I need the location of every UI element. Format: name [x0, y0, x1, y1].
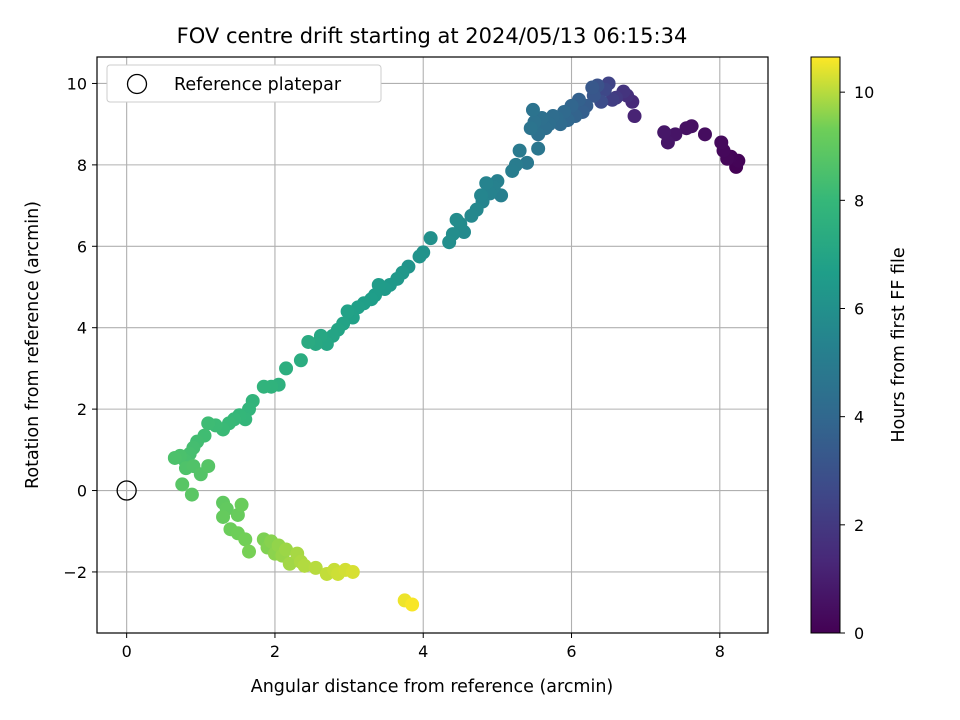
- colorbar-tick-label: 4: [854, 408, 864, 427]
- data-point: [679, 121, 694, 136]
- data-point: [175, 477, 190, 492]
- legend: Reference platepar: [106, 64, 382, 103]
- data-point: [405, 597, 420, 612]
- data-point: [657, 125, 672, 140]
- data-point: [184, 487, 199, 502]
- plot-area: 0 2 4 6 8 −2 0 2 4 6 8 10: [63, 56, 769, 661]
- data-point: [525, 102, 540, 117]
- colorbar-tick-label: 8: [854, 191, 864, 210]
- reference-point: [116, 480, 137, 501]
- legend-box: [106, 64, 382, 103]
- x-tick-label: 0: [122, 642, 132, 661]
- data-point: [301, 334, 316, 349]
- y-axis-label: Rotation from reference (arcmin): [23, 201, 43, 489]
- data-point: [627, 109, 642, 124]
- y-tick-label: 4: [77, 319, 87, 338]
- x-axis-ticks: 0 2 4 6 8: [122, 633, 725, 661]
- colorbar-label: Hours from first FF file: [889, 247, 909, 442]
- data-point: [512, 143, 527, 158]
- data-point: [714, 135, 729, 150]
- data-point: [201, 459, 216, 474]
- y-axis-ticks: −2 0 2 4 6 8 10: [63, 74, 97, 582]
- y-tick-label: 8: [77, 156, 87, 175]
- data-point: [234, 497, 249, 512]
- data-point: [167, 450, 182, 465]
- data-point: [238, 532, 253, 547]
- data-point: [282, 556, 297, 571]
- y-tick-label: 2: [77, 400, 87, 419]
- colorbar-tick-label: 2: [854, 516, 864, 535]
- data-point: [279, 542, 294, 557]
- colorbar-ticks: 0 2 4 6 8 10: [840, 83, 874, 643]
- data-point: [201, 416, 216, 431]
- data-point: [464, 208, 479, 223]
- colorbar-gradient: [810, 56, 841, 634]
- y-tick-label: 0: [77, 482, 87, 501]
- data-point: [423, 231, 438, 246]
- data-point: [479, 176, 494, 191]
- data-point: [345, 564, 360, 579]
- data-point: [605, 92, 620, 107]
- data-point: [520, 155, 535, 170]
- colorbar: 0 2 4 6 8 10 Hours from first FF file: [810, 56, 909, 643]
- plot-background: [97, 57, 768, 633]
- data-point: [697, 127, 712, 142]
- x-tick-label: 2: [270, 642, 280, 661]
- x-tick-label: 4: [418, 642, 428, 661]
- x-tick-label: 8: [715, 642, 725, 661]
- data-point: [585, 80, 600, 95]
- y-tick-label: 10: [67, 74, 87, 93]
- data-point: [505, 163, 520, 178]
- data-point: [293, 353, 308, 368]
- data-point: [216, 509, 231, 524]
- colorbar-tick-label: 0: [854, 624, 864, 643]
- data-point: [523, 121, 538, 136]
- data-point: [279, 361, 294, 376]
- data-point: [412, 249, 427, 264]
- colorbar-tick-label: 10: [854, 83, 874, 102]
- x-axis-label: Angular distance from reference (arcmin): [251, 677, 614, 697]
- data-point: [256, 379, 271, 394]
- data-point: [474, 188, 489, 203]
- data-point: [308, 560, 323, 575]
- data-point: [297, 558, 312, 573]
- data-points: [167, 76, 746, 612]
- data-point: [241, 544, 256, 559]
- reference-marker: [116, 480, 137, 501]
- x-tick-label: 6: [566, 642, 576, 661]
- y-tick-label: −2: [63, 563, 87, 582]
- data-point: [531, 141, 546, 156]
- legend-label: Reference platepar: [174, 75, 342, 95]
- chart-title: FOV centre drift starting at 2024/05/13 …: [177, 24, 688, 48]
- plot-frame: [96, 56, 769, 634]
- legend-marker-icon: [126, 73, 148, 95]
- y-tick-label: 6: [77, 237, 87, 256]
- colorbar-tick-label: 6: [854, 299, 864, 318]
- data-point: [442, 235, 457, 250]
- grid: [97, 57, 768, 633]
- data-point: [340, 304, 355, 319]
- data-point: [449, 212, 464, 227]
